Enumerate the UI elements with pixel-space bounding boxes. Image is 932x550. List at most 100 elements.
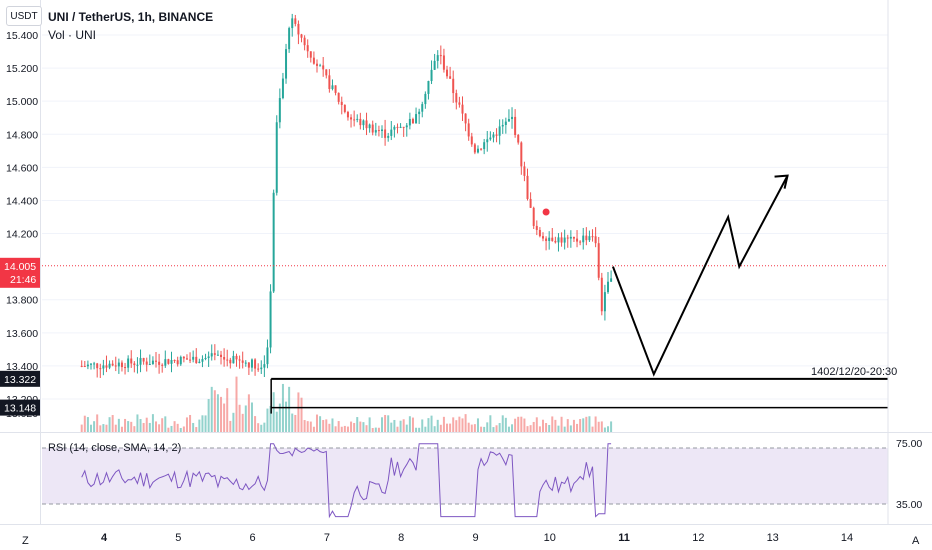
volume-bar bbox=[114, 424, 117, 432]
volume-bar bbox=[532, 421, 535, 432]
volume-bar bbox=[300, 397, 303, 432]
volume-bar bbox=[164, 416, 167, 432]
currency-button[interactable]: USDT bbox=[6, 6, 42, 26]
candle-body bbox=[374, 130, 377, 133]
candle-body bbox=[331, 85, 334, 89]
candle-body bbox=[442, 55, 445, 70]
volume-bar bbox=[319, 416, 322, 432]
volume-bar bbox=[139, 419, 142, 432]
volume-bar bbox=[402, 419, 405, 432]
candle-body bbox=[170, 359, 173, 364]
candle-body bbox=[396, 126, 399, 128]
rsi-line bbox=[81, 443, 612, 519]
candle-body bbox=[576, 238, 579, 242]
volume-legend[interactable]: Vol · UNI bbox=[48, 28, 97, 42]
volume-bar bbox=[275, 411, 278, 432]
candle-body bbox=[594, 236, 597, 244]
line-badge-1-value: 13.322 bbox=[4, 374, 36, 386]
drawings bbox=[42, 174, 888, 414]
candle-body bbox=[291, 18, 294, 29]
volume-bar bbox=[127, 421, 130, 432]
candle-body bbox=[585, 235, 588, 241]
volume-bar bbox=[566, 419, 569, 432]
volume-bar bbox=[210, 386, 213, 432]
volume-bar bbox=[452, 417, 455, 432]
volume-bar bbox=[551, 416, 554, 432]
volume-bar bbox=[418, 427, 421, 432]
volume-bar bbox=[260, 424, 263, 432]
candle-body bbox=[517, 134, 520, 143]
candle-body bbox=[207, 356, 210, 358]
candle-body bbox=[303, 37, 306, 46]
candle-body bbox=[548, 237, 551, 241]
candle-body bbox=[489, 137, 492, 140]
volume-bar bbox=[89, 424, 92, 432]
time-tick-label: 5 bbox=[175, 532, 181, 544]
candle-body bbox=[176, 360, 179, 365]
volume-bar bbox=[117, 418, 120, 432]
candle-body bbox=[288, 28, 291, 50]
volume-bar bbox=[133, 426, 136, 432]
candle-body bbox=[285, 49, 288, 79]
volume-bar bbox=[607, 426, 610, 432]
volume-bar bbox=[86, 417, 89, 432]
candle-body bbox=[390, 129, 393, 136]
symbol-title[interactable]: UNI / TetherUS, 1h, BINANCE bbox=[48, 10, 214, 24]
candle-body bbox=[108, 363, 111, 368]
projection-path bbox=[612, 175, 789, 377]
volume-bar bbox=[390, 422, 393, 432]
candle-body bbox=[266, 347, 269, 365]
candle-body bbox=[136, 364, 139, 366]
price-tick-label: 13.800 bbox=[6, 295, 38, 307]
candle-body bbox=[158, 361, 161, 365]
candle-body bbox=[216, 354, 219, 356]
candle-body bbox=[269, 291, 272, 348]
candle-body bbox=[328, 75, 331, 89]
auto-scale-button[interactable]: A bbox=[912, 535, 920, 547]
timezone-button[interactable]: Z bbox=[22, 535, 29, 547]
candle-body bbox=[563, 237, 566, 243]
candle-body bbox=[514, 116, 517, 135]
candle-body bbox=[130, 358, 133, 364]
volume-bar bbox=[226, 388, 229, 432]
volume-bar bbox=[594, 416, 597, 432]
candle-body bbox=[182, 356, 185, 359]
candle-body bbox=[405, 125, 408, 128]
volume-bar bbox=[504, 417, 507, 432]
candle-body bbox=[312, 57, 315, 64]
volume-bar bbox=[176, 423, 179, 432]
volume-bar bbox=[582, 418, 585, 432]
candle-body bbox=[436, 55, 439, 61]
candle-body bbox=[461, 104, 464, 114]
volume-bar bbox=[241, 413, 244, 432]
candle-body bbox=[334, 85, 337, 93]
candle-body bbox=[353, 119, 356, 121]
candle-body bbox=[545, 238, 548, 241]
volume-bar bbox=[216, 394, 219, 432]
volume-bar bbox=[526, 426, 529, 432]
volume-bar bbox=[585, 416, 588, 432]
candle-body bbox=[247, 362, 250, 368]
volume-bar bbox=[93, 421, 96, 432]
candle-body bbox=[167, 359, 170, 364]
candle-body bbox=[319, 65, 322, 67]
time-tick-label: 10 bbox=[544, 532, 556, 544]
candle-body bbox=[315, 63, 318, 66]
price-tick-label: 13.400 bbox=[6, 361, 38, 373]
volume-bar bbox=[102, 424, 105, 432]
candle-body bbox=[607, 281, 610, 293]
candle-body bbox=[325, 69, 328, 76]
volume-bar bbox=[247, 394, 250, 432]
current-price-badge bbox=[0, 257, 40, 288]
candle-body bbox=[591, 236, 594, 238]
candle-body bbox=[408, 118, 411, 126]
candle-body bbox=[80, 365, 83, 367]
candle-body bbox=[337, 92, 340, 102]
candle-body bbox=[603, 292, 606, 312]
volume-bar bbox=[244, 405, 247, 432]
rsi-legend[interactable]: RSI (14, close, SMA, 14, 2) bbox=[48, 442, 182, 454]
volume-bar bbox=[610, 421, 613, 432]
candle-body bbox=[278, 98, 281, 123]
